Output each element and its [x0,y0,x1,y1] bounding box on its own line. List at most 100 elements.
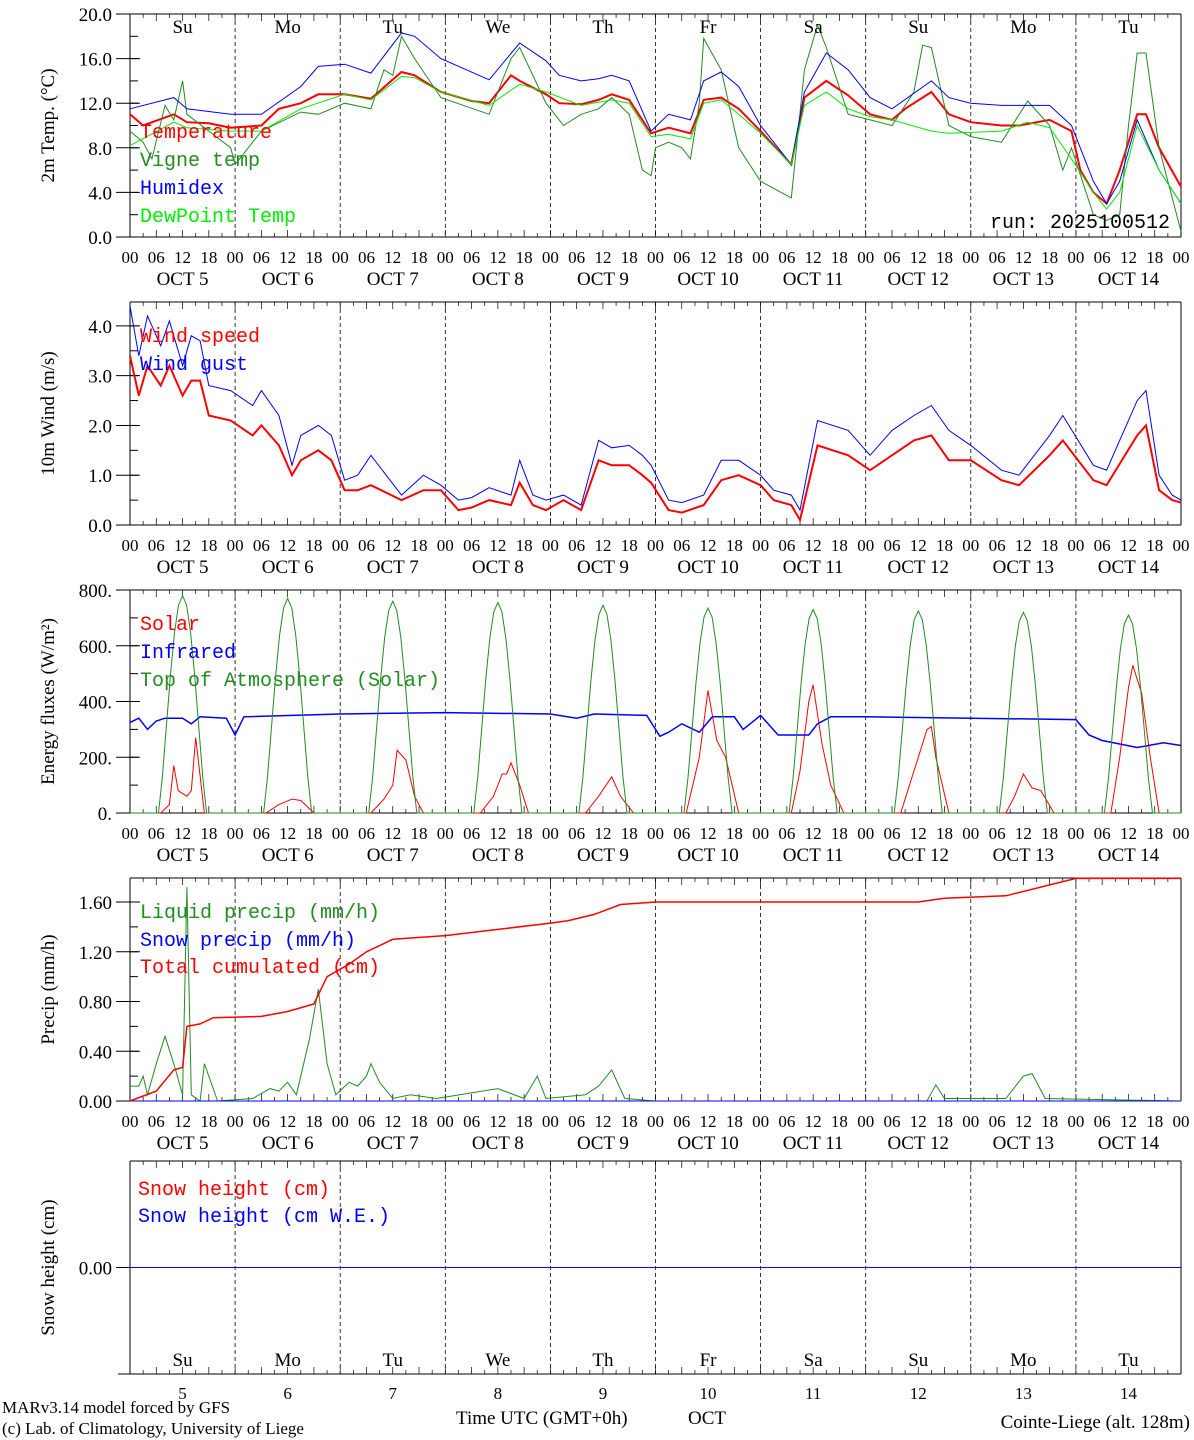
date-label: OCT 7 [367,557,419,578]
hour-label: 06 [463,536,480,555]
y-axis-label: 10m Wind (m/s) [38,351,59,476]
legend-entry: Snow height (cm) [138,1179,330,1202]
hour-label: 18 [1041,248,1058,267]
y-tick-label: 0.80 [79,993,112,1014]
hour-label: 00 [1173,1112,1190,1131]
hour-label: 12 [1120,1112,1137,1131]
hour-label: 00 [542,248,559,267]
y-tick-label: 800. [79,581,112,602]
hour-label: 18 [516,1112,533,1131]
legend-entry: Infrared [140,642,236,665]
hour-label: 18 [411,248,428,267]
date-label: OCT 12 [888,557,949,578]
hour-label: 00 [752,248,769,267]
hour-label: 00 [542,824,559,843]
legend-entry: Total cumulated (cm) [140,957,380,980]
hour-label: 06 [463,824,480,843]
model-credit: MARv3.14 model forced by GFS [2,1398,230,1417]
series-line-temperature [129,70,1182,206]
hour-label: 00 [647,824,664,843]
hour-label: 06 [883,248,900,267]
series-line-top-of-atmosphere-solar- [130,594,1181,814]
date-label: OCT 5 [157,269,209,290]
y-tick-label: 0.0 [88,228,112,249]
date-label: OCT 13 [993,845,1054,866]
y-tick-label: 600. [79,637,112,658]
hour-label: 06 [989,824,1006,843]
weekday-label: Tu [383,17,404,38]
legend-entry: Humidex [140,178,224,201]
hour-label: 06 [673,248,690,267]
hour-label: 12 [279,824,296,843]
hour-label: 00 [227,248,244,267]
hour-label: 00 [332,536,349,555]
hour-label: 18 [411,1112,428,1131]
hour-label: 18 [1146,824,1163,843]
hour-label: 00 [122,1112,139,1131]
day-number-label: 13 [1015,1384,1032,1403]
hour-label: 06 [568,824,585,843]
hour-label: 12 [174,536,191,555]
hour-label: 06 [673,824,690,843]
hour-label: 06 [883,824,900,843]
hour-label: 12 [805,1112,822,1131]
weekday-label: Su [908,1350,929,1371]
hour-label: 00 [1173,536,1190,555]
hour-label: 18 [726,1112,743,1131]
hour-label: 00 [542,1112,559,1131]
day-number-label: 10 [700,1384,717,1403]
y-tick-label: 1.0 [88,466,112,487]
legend-entry: Temperature [140,122,272,145]
hour-label: 06 [568,536,585,555]
date-label: OCT 6 [262,1133,314,1154]
series-line-humidex [129,32,1182,205]
hour-label: 06 [989,248,1006,267]
y-tick-label: 2.0 [88,416,112,437]
hour-label: 18 [621,248,638,267]
date-label: OCT 6 [262,845,314,866]
hour-label: 06 [1094,248,1111,267]
hour-label: 00 [1067,536,1084,555]
hour-label: 18 [621,824,638,843]
hour-label: 06 [673,1112,690,1131]
hour-label: 12 [384,536,401,555]
hour-label: 18 [516,536,533,555]
hour-label: 00 [332,248,349,267]
hour-label: 18 [936,1112,953,1131]
hour-label: 06 [883,536,900,555]
hour-label: 12 [489,1112,506,1131]
hour-label: 18 [516,248,533,267]
hour-label: 00 [857,1112,874,1131]
hour-label: 12 [384,1112,401,1131]
hour-label: 06 [148,824,165,843]
hour-label: 00 [857,536,874,555]
y-tick-label: 200. [79,748,112,769]
hour-label: 12 [700,536,717,555]
hour-label: 06 [568,248,585,267]
date-label: OCT 7 [367,269,419,290]
date-label: OCT 12 [888,845,949,866]
hour-label: 00 [752,824,769,843]
weekday-label: Fr [700,17,718,38]
date-label: OCT 11 [783,845,844,866]
y-axis-label: Snow height (cm) [38,1199,59,1335]
hour-label: 06 [989,536,1006,555]
y-tick-label: 400. [79,693,112,714]
hour-label: 18 [831,536,848,555]
y-axis-label: 2m Temp. (°C) [38,68,59,182]
hour-label: 00 [1173,248,1190,267]
hour-label: 00 [227,1112,244,1131]
date-label: OCT 7 [367,1133,419,1154]
hour-label: 06 [778,536,795,555]
hour-label: 18 [1041,1112,1058,1131]
date-label: OCT 5 [157,557,209,578]
hour-label: 06 [778,1112,795,1131]
hour-label: 18 [305,248,322,267]
weekday-label: Th [592,17,614,38]
hour-label: 12 [174,1112,191,1131]
hour-label: 00 [542,536,559,555]
hour-label: 00 [962,248,979,267]
hour-label: 18 [726,248,743,267]
hour-label: 18 [831,824,848,843]
